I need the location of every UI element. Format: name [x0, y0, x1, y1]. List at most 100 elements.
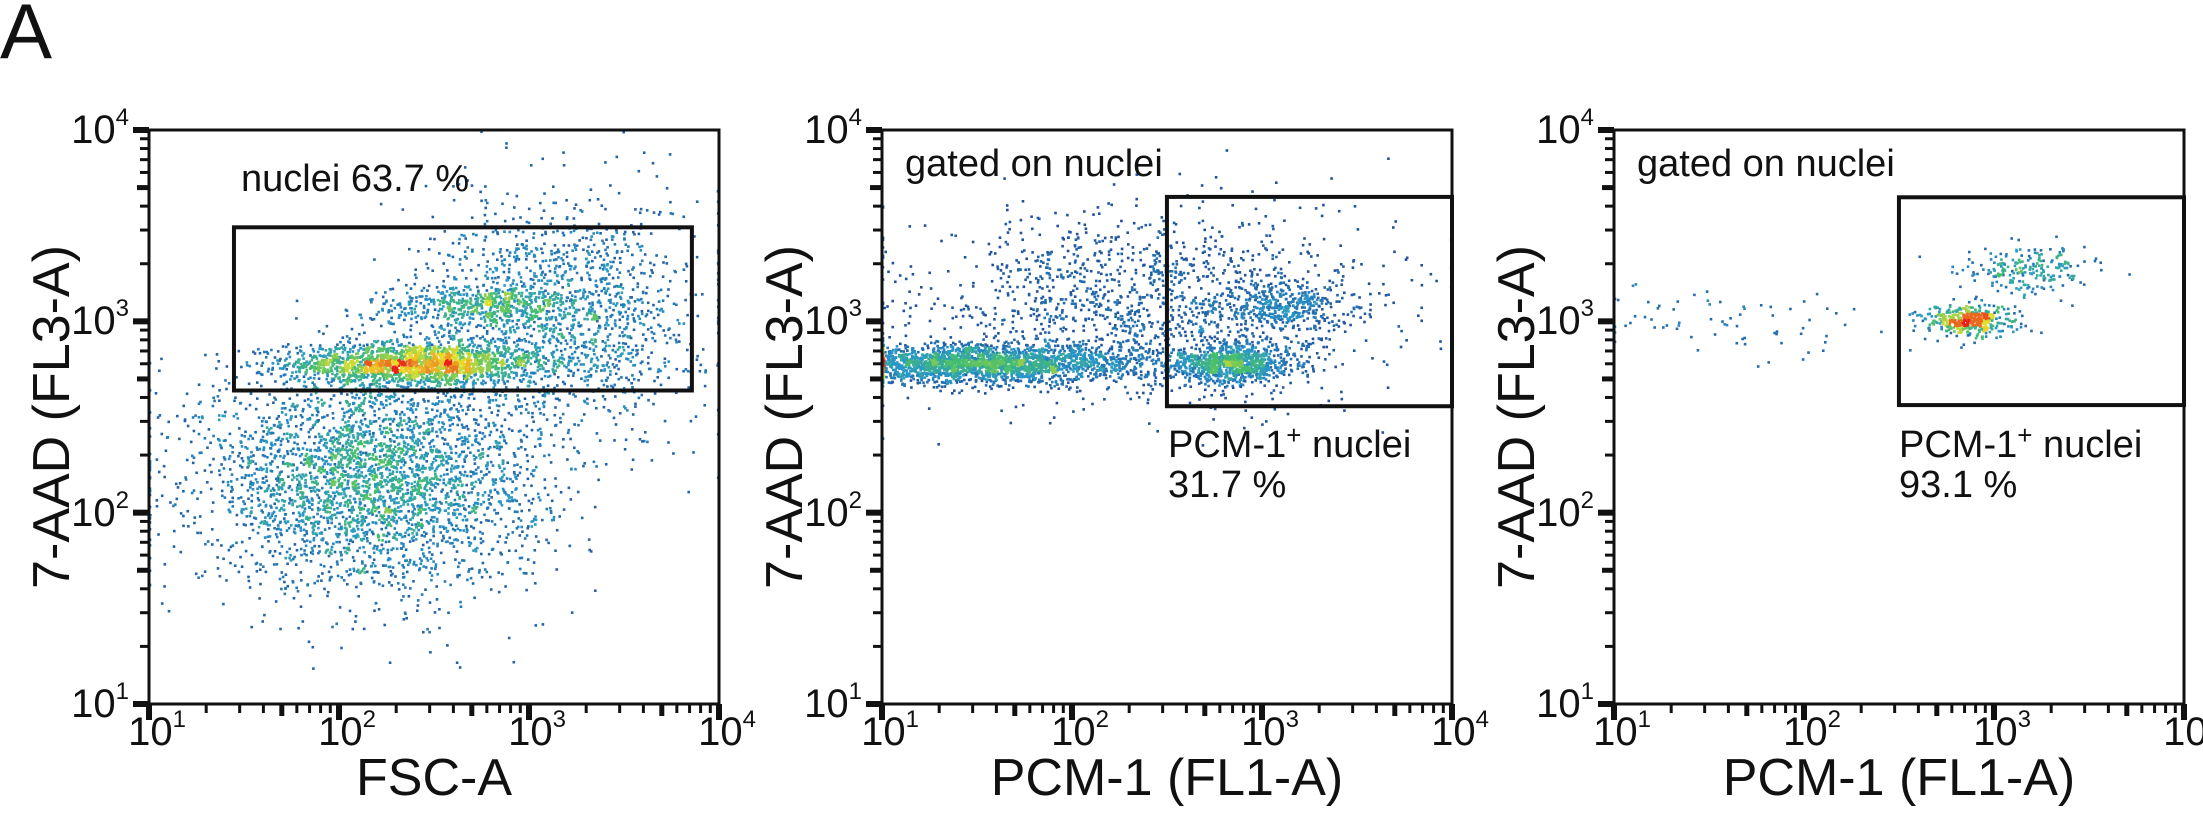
event-dot	[199, 491, 203, 494]
event-dot	[246, 489, 250, 492]
event-dot	[610, 313, 614, 317]
event-dot	[301, 421, 305, 425]
event-dot	[277, 424, 280, 428]
event-dot	[410, 375, 413, 379]
event-dot	[265, 521, 269, 524]
event-dot	[512, 520, 515, 523]
event-dot	[497, 367, 500, 370]
event-dot	[370, 359, 373, 363]
event-dot	[249, 455, 253, 458]
event-dot	[408, 424, 412, 428]
event-dot	[368, 358, 371, 361]
event-dot	[432, 445, 436, 448]
event-dot	[402, 335, 406, 338]
event-dot	[462, 293, 465, 296]
event-dot	[329, 368, 333, 371]
event-dot	[384, 373, 387, 376]
event-dot	[623, 448, 627, 451]
event-dot	[348, 568, 352, 571]
event-dot	[631, 458, 635, 462]
event-dot	[317, 456, 321, 459]
event-dot	[361, 422, 364, 426]
event-dot	[483, 297, 486, 301]
event-dot	[352, 454, 355, 458]
event-dot	[406, 528, 409, 532]
event-dot	[538, 498, 542, 502]
event-dot	[342, 414, 346, 418]
event-dot	[327, 506, 330, 510]
event-dot	[449, 313, 452, 317]
event-dot	[284, 490, 287, 494]
event-dot	[324, 482, 328, 486]
event-dot	[412, 433, 415, 437]
event-dot	[582, 288, 586, 291]
event-dot	[385, 534, 389, 538]
event-dot	[378, 385, 381, 389]
event-dot	[415, 355, 419, 359]
event-dot	[383, 623, 386, 627]
event-dot	[496, 381, 500, 384]
event-dot	[175, 497, 179, 501]
event-dot	[319, 515, 323, 518]
event-dot	[302, 500, 305, 504]
event-dot	[500, 479, 503, 482]
event-dot	[304, 544, 308, 548]
event-dot	[286, 421, 290, 425]
event-dot	[479, 312, 482, 316]
event-dot	[206, 446, 209, 449]
event-dot	[357, 475, 361, 478]
event-dot	[436, 478, 439, 481]
event-dot	[247, 437, 250, 441]
event-dot	[237, 497, 240, 500]
event-dot	[423, 348, 427, 352]
event-dot	[280, 407, 284, 410]
event-dot	[471, 369, 474, 373]
event-dot	[275, 563, 279, 566]
event-dot	[420, 364, 424, 367]
event-dot	[353, 451, 356, 455]
event-dot	[397, 316, 401, 319]
event-dot	[444, 526, 448, 530]
event-dot	[358, 365, 361, 368]
event-dot	[374, 564, 377, 568]
event-dot	[368, 419, 372, 423]
event-dot	[382, 427, 386, 430]
event-dot	[486, 355, 489, 358]
event-dot	[342, 546, 346, 550]
event-dot	[239, 440, 242, 443]
event-dot	[345, 538, 349, 542]
event-dot	[308, 417, 312, 421]
event-dot	[392, 519, 396, 523]
event-dot	[338, 540, 341, 544]
event-dot	[374, 602, 378, 605]
event-dot	[486, 362, 490, 365]
event-dot	[349, 474, 353, 478]
event-dot	[279, 439, 283, 443]
event-dot	[533, 401, 536, 405]
event-dot	[443, 346, 446, 350]
event-dot	[472, 526, 475, 530]
event-dot	[500, 553, 503, 556]
event-dot	[367, 522, 371, 526]
event-dot	[442, 481, 445, 485]
event-dot	[385, 524, 389, 527]
event-dot	[301, 364, 304, 368]
event-dot	[407, 521, 410, 525]
event-dot	[344, 455, 348, 459]
event-dot	[435, 520, 439, 523]
event-dot	[398, 486, 402, 489]
event-dot	[305, 363, 309, 366]
event-dot	[381, 370, 385, 374]
event-dot	[274, 380, 277, 383]
event-dot	[496, 540, 500, 544]
event-dot	[484, 426, 487, 429]
event-dot	[259, 438, 263, 442]
event-dot	[506, 365, 510, 369]
event-dot	[409, 445, 413, 448]
event-dot	[462, 304, 466, 307]
event-dot	[483, 491, 487, 494]
event-dot	[382, 344, 386, 347]
event-dot	[415, 526, 418, 529]
event-dot	[552, 301, 556, 305]
event-dot	[258, 351, 262, 355]
